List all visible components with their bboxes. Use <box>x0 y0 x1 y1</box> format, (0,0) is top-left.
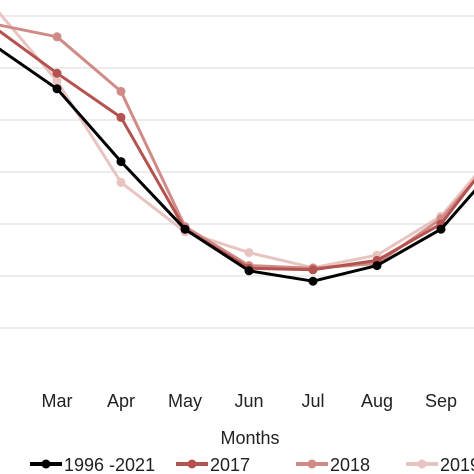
x-tick-label: Jun <box>234 391 263 411</box>
legend-swatch-marker <box>187 459 197 469</box>
series-lines <box>0 11 474 286</box>
series-line <box>0 23 474 270</box>
legend-swatch-marker <box>417 459 427 469</box>
series-2017 <box>0 29 474 275</box>
x-tick-label: Apr <box>107 391 135 411</box>
data-point <box>308 276 318 286</box>
series-line <box>0 11 474 270</box>
legend-item: 2019 <box>406 455 474 474</box>
legend-item: 1996 -2021 <box>30 455 155 474</box>
series-2019 <box>0 11 474 273</box>
legend-swatch-marker <box>307 459 317 469</box>
data-point <box>244 266 254 276</box>
series-line <box>0 29 474 272</box>
x-tick-label: Mar <box>42 391 73 411</box>
series-1996-2021 <box>0 47 474 286</box>
data-point <box>52 84 62 94</box>
data-point <box>116 86 126 96</box>
legend-item: 2017 <box>176 455 250 474</box>
data-point <box>180 224 190 234</box>
x-axis-tick-labels: bMarAprMayJunJulAugSep <box>42 391 458 411</box>
legend-label: 2017 <box>210 455 250 474</box>
series-2018 <box>0 23 474 273</box>
data-point <box>116 157 126 167</box>
x-tick-label: Sep <box>425 391 457 411</box>
data-point <box>52 32 62 42</box>
gridlines <box>0 15 474 329</box>
legend-item: 2018 <box>296 455 370 474</box>
x-tick-label: Jul <box>301 391 324 411</box>
data-point <box>436 224 446 234</box>
data-point <box>244 248 254 258</box>
legend-label: 2019 <box>440 455 474 474</box>
data-point <box>308 265 318 275</box>
legend: 1996 -2021 2017 2018 2019 <box>30 455 474 474</box>
data-point <box>372 261 382 271</box>
data-point <box>52 68 62 78</box>
legend-swatch-marker <box>41 459 51 469</box>
data-point <box>116 112 126 122</box>
x-tick-label: Aug <box>361 391 393 411</box>
data-point <box>116 177 126 187</box>
x-tick-label: May <box>168 391 202 411</box>
x-axis-title: Months <box>220 428 279 448</box>
legend-label: 2018 <box>330 455 370 474</box>
data-point <box>52 76 62 86</box>
legend-label: 1996 -2021 <box>64 455 155 474</box>
